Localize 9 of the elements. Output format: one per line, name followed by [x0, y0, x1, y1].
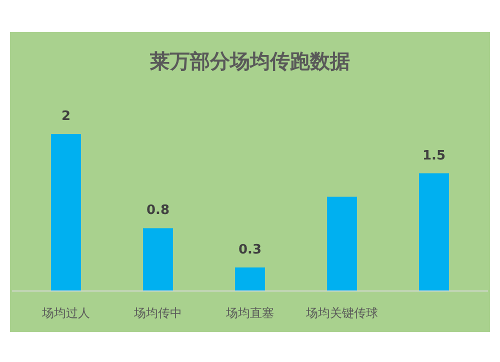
- data-label: 0.8: [146, 203, 170, 218]
- data-label: 2: [61, 109, 71, 124]
- x-tick-label: 场均关键传球: [305, 306, 378, 320]
- chart-title: 莱万部分场均传跑数据: [149, 49, 350, 73]
- x-tick-label: 场均传中: [133, 306, 182, 320]
- x-tick-label: 场均过人: [41, 306, 90, 320]
- data-label: 1.5: [422, 148, 446, 164]
- data-label: 0.3: [238, 242, 262, 258]
- x-tick-label: 场均直塞: [225, 306, 274, 320]
